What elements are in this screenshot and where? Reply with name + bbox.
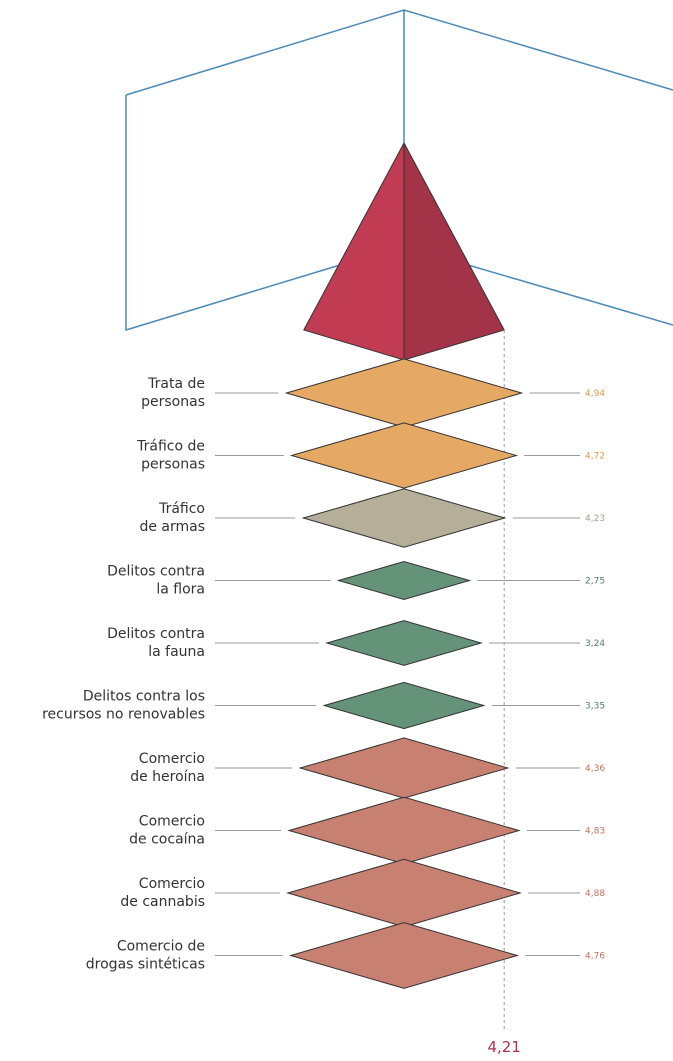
value-label: 4,72 bbox=[585, 452, 605, 462]
diamond bbox=[336, 561, 472, 600]
category-label: de cannabis bbox=[120, 894, 205, 910]
diamond bbox=[286, 858, 522, 928]
diamond bbox=[289, 422, 519, 489]
category-label: la flora bbox=[156, 582, 205, 598]
category-label: Delitos contra bbox=[107, 564, 205, 580]
pyramid-left bbox=[303, 142, 405, 361]
diamond bbox=[322, 681, 486, 730]
category-label: drogas sintéticas bbox=[86, 957, 205, 973]
category-label: Comercio bbox=[139, 751, 205, 767]
category-label: Trata de bbox=[147, 376, 205, 392]
value-label: 2,75 bbox=[585, 577, 605, 587]
category-label: Comercio de bbox=[117, 939, 205, 955]
diamond bbox=[288, 922, 520, 989]
category-label: Delitos contra los bbox=[83, 689, 205, 705]
diamond bbox=[287, 796, 521, 865]
category-label: Delitos contra bbox=[107, 626, 205, 642]
frame-top bbox=[125, 9, 673, 96]
value-label: 4,23 bbox=[585, 514, 605, 524]
value-label: 4,83 bbox=[585, 827, 605, 837]
category-label: Comercio bbox=[139, 876, 205, 892]
diamond bbox=[298, 737, 510, 799]
value-label: 4,36 bbox=[585, 764, 605, 774]
category-label: de armas bbox=[139, 519, 205, 535]
category-label: Tráfico de bbox=[136, 439, 205, 455]
frame bbox=[125, 9, 673, 332]
value-label: 4,88 bbox=[585, 889, 605, 899]
pyramid-right bbox=[403, 142, 505, 361]
category-label: Tráfico bbox=[158, 501, 205, 517]
diamond bbox=[325, 620, 483, 666]
category-label: la fauna bbox=[148, 644, 205, 660]
value-label: 4,94 bbox=[585, 389, 605, 399]
frame-left bbox=[125, 95, 341, 332]
diamond bbox=[301, 488, 507, 548]
category-label: de heroína bbox=[130, 769, 205, 785]
pyramid bbox=[303, 142, 505, 361]
value-label: 3,24 bbox=[585, 639, 605, 649]
reference-label: 4,21 bbox=[487, 1038, 520, 1056]
category-label: de cocaína bbox=[129, 832, 205, 848]
category-label: recursos no renovables bbox=[42, 707, 205, 723]
category-label: Comercio bbox=[139, 814, 205, 830]
plot: 4,21 4,94 Trata de personas 4,72 Tráfico de pe… bbox=[42, 330, 605, 1056]
category-label: personas bbox=[141, 394, 205, 410]
category-label: personas bbox=[141, 457, 205, 473]
value-label: 3,35 bbox=[585, 702, 605, 712]
value-label: 4,76 bbox=[585, 952, 605, 962]
diamond bbox=[284, 358, 524, 428]
frame-right bbox=[467, 264, 673, 326]
